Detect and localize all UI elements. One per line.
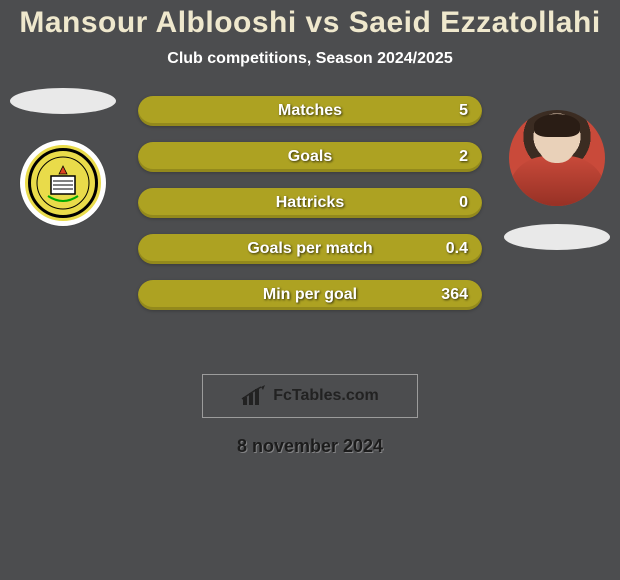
stat-value-right: 0.4 (446, 240, 468, 258)
content-area: Matches 5 Goals 2 Hattricks 0 Goals per … (0, 96, 620, 356)
page-title: Mansour Alblooshi vs Saeid Ezzatollahi (0, 0, 620, 40)
club-crest-icon (36, 156, 90, 210)
subtitle: Club competitions, Season 2024/2025 (0, 50, 620, 68)
stat-label: Hattricks (138, 194, 482, 212)
stat-row: Goals per match 0.4 (138, 234, 482, 264)
date-text: 8 november 2024 (0, 436, 620, 457)
stat-value-right: 0 (459, 194, 468, 212)
stat-row: Matches 5 (138, 96, 482, 126)
stat-label: Min per goal (138, 286, 482, 304)
stat-value-right: 2 (459, 148, 468, 166)
player-left-column (8, 88, 118, 226)
player-right-column (502, 110, 612, 250)
brand-text: FcTables.com (273, 387, 379, 405)
stat-row: Hattricks 0 (138, 188, 482, 218)
stat-row: Goals 2 (138, 142, 482, 172)
club-logo-graphic (28, 148, 98, 218)
stat-label: Goals per match (138, 240, 482, 258)
comparison-card: Mansour Alblooshi vs Saeid Ezzatollahi C… (0, 0, 620, 580)
avatar-hair (534, 114, 580, 137)
player-left-ellipse (10, 88, 116, 114)
player-right-avatar (509, 110, 605, 206)
stat-value-right: 364 (441, 286, 468, 304)
stat-value-right: 5 (459, 102, 468, 120)
player-left-club-logo (20, 140, 106, 226)
stat-bars: Matches 5 Goals 2 Hattricks 0 Goals per … (138, 96, 482, 326)
brand-badge: FcTables.com (202, 374, 418, 418)
stat-label: Matches (138, 102, 482, 120)
stat-label: Goals (138, 148, 482, 166)
player-right-ellipse (504, 224, 610, 250)
stat-row: Min per goal 364 (138, 280, 482, 310)
bar-chart-icon (241, 385, 267, 407)
